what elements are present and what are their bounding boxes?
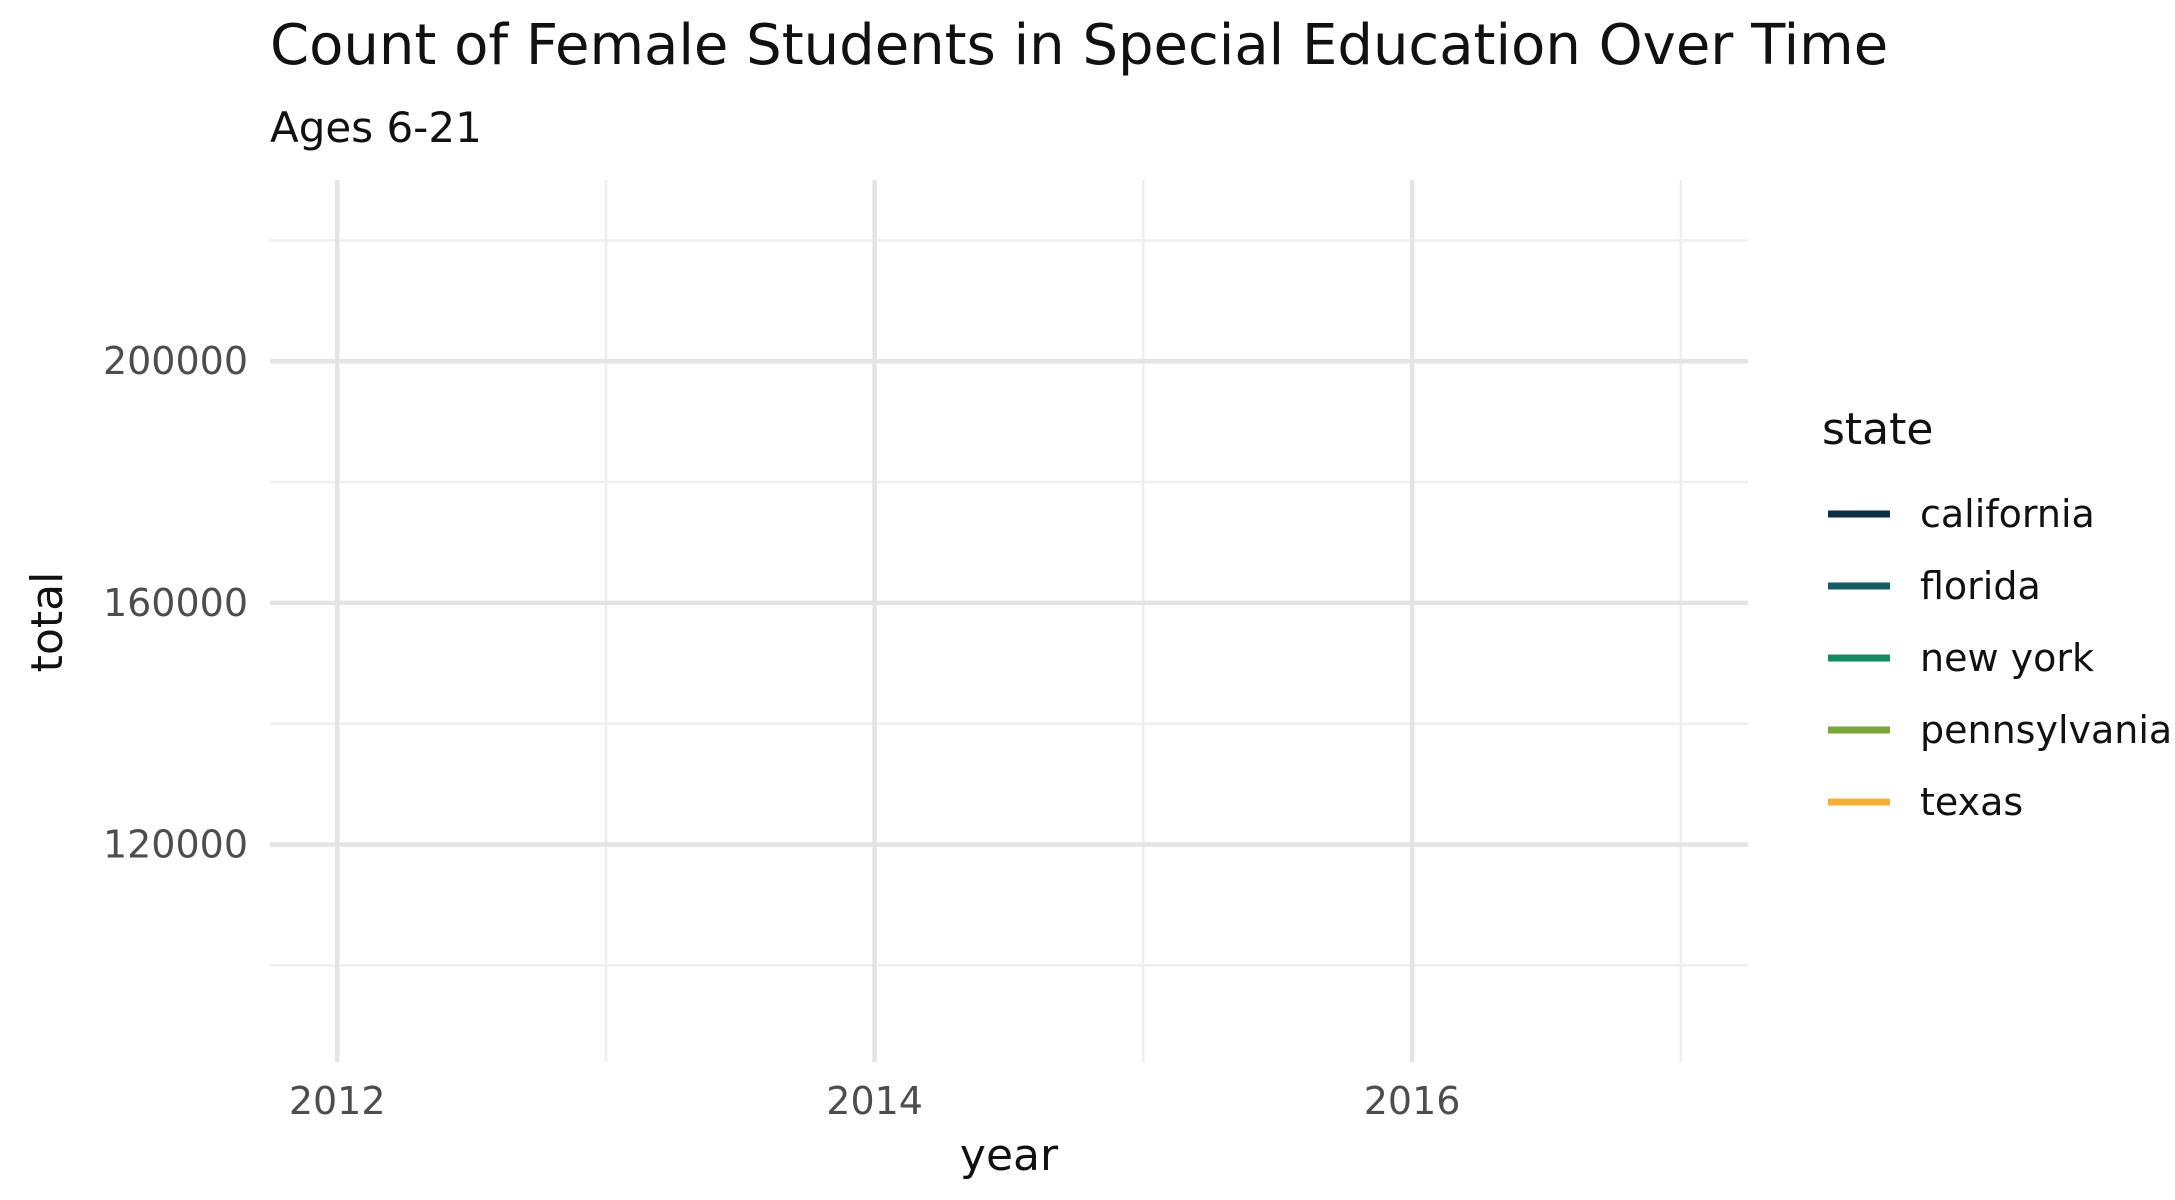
y-tick-label: 160000 (103, 581, 248, 625)
legend-label: pennsylvania (1920, 708, 2172, 752)
y-tick-labels: 120000 160000 200000 (103, 339, 248, 866)
legend: state california florida new york pennsylva… (1822, 404, 2172, 824)
major-gridlines (270, 180, 1748, 1062)
chart-subtitle: Ages 6-21 (270, 103, 482, 152)
y-tick-label: 200000 (103, 339, 248, 383)
x-tick-labels: 2012 2014 2016 (289, 1079, 1461, 1123)
legend-label: texas (1920, 780, 2023, 824)
x-tick-label: 2012 (289, 1079, 386, 1123)
legend-entries: california florida new york pennsylvania tex… (1828, 492, 2172, 824)
y-tick-label: 120000 (103, 823, 248, 867)
legend-label: california (1920, 492, 2095, 536)
legend-title: state (1822, 404, 1933, 455)
y-axis-title: total (22, 572, 73, 673)
x-tick-label: 2016 (1364, 1079, 1461, 1123)
chart-title: Count of Female Students in Special Educ… (270, 13, 1888, 78)
x-axis-title: year (960, 1130, 1059, 1181)
legend-label: new york (1920, 636, 2094, 680)
legend-label: florida (1920, 564, 2041, 608)
x-tick-label: 2014 (826, 1079, 923, 1123)
minor-gridlines (270, 180, 1748, 1062)
